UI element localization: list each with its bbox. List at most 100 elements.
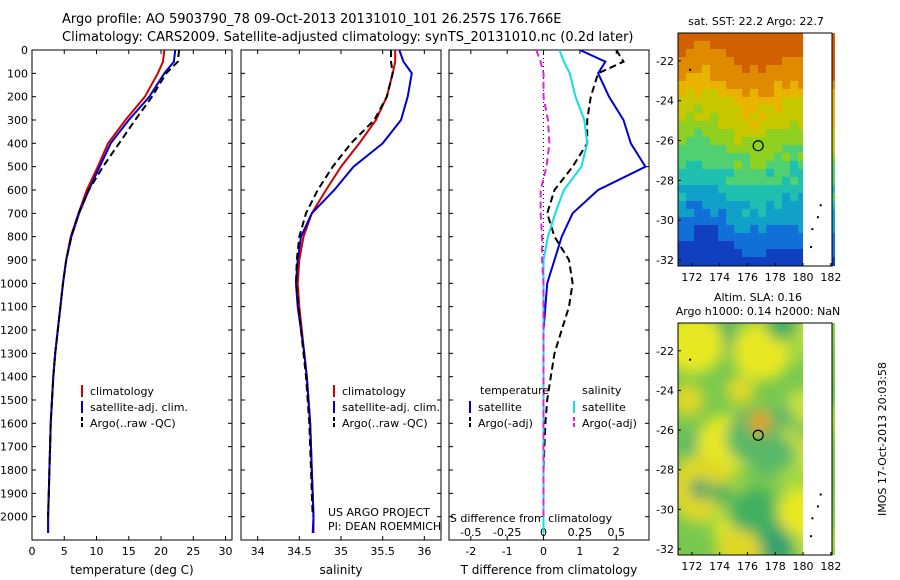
map-cell xyxy=(734,89,742,97)
y-tick-label: -24 xyxy=(656,384,674,397)
map-panel-sla-map: 172 174 176 178 180 182 -22 -24 -26 -28 -30 -32 xyxy=(656,322,841,573)
map-cell xyxy=(742,49,750,57)
map-cell xyxy=(678,185,686,193)
x-tick-label: 178 xyxy=(765,271,786,284)
map-cell xyxy=(686,241,694,249)
x-tick-label: 35 xyxy=(334,545,348,558)
map-cell xyxy=(678,81,686,89)
map-cell xyxy=(734,201,742,209)
map-cell xyxy=(790,185,798,193)
map-cell xyxy=(686,209,694,217)
y-tick-label: 1600 xyxy=(0,417,28,430)
map-cell xyxy=(702,65,710,73)
map-cell xyxy=(766,129,774,137)
map-cell xyxy=(766,233,774,241)
map-cell xyxy=(734,241,742,249)
map-blob xyxy=(725,375,755,405)
map-cell xyxy=(726,153,734,161)
map-cell xyxy=(774,193,782,201)
map-cell xyxy=(686,257,694,265)
x-tick-label: 174 xyxy=(709,271,730,284)
map-cell xyxy=(678,57,686,65)
map-cell xyxy=(758,65,766,73)
map-cell xyxy=(782,49,790,57)
sla-map-title: Altim. SLA: 0.16 xyxy=(714,291,802,304)
y-tick-label: 2000 xyxy=(0,511,28,524)
map-cell xyxy=(798,201,806,209)
map-cell xyxy=(734,153,742,161)
legend-label: satellite xyxy=(478,401,522,414)
map-cell xyxy=(734,145,742,153)
map-cell xyxy=(718,225,726,233)
map-cell xyxy=(758,81,766,89)
map-cell xyxy=(686,153,694,161)
map-cell xyxy=(686,193,694,201)
y-tick-label: -30 xyxy=(656,503,674,516)
map-cell xyxy=(702,209,710,217)
map-cell xyxy=(694,89,702,97)
map-cell xyxy=(790,57,798,65)
map-cell xyxy=(798,169,806,177)
map-cell xyxy=(758,49,766,57)
x-axis-label: salinity xyxy=(319,563,362,577)
map-cell xyxy=(774,145,782,153)
map-cell xyxy=(678,89,686,97)
y-tick-label: -26 xyxy=(656,135,674,148)
map-cell xyxy=(782,137,790,145)
map-cell xyxy=(790,41,798,49)
y-tick-label: -22 xyxy=(656,345,674,358)
map-cell xyxy=(694,225,702,233)
map-cell xyxy=(726,73,734,81)
map-cell xyxy=(686,201,694,209)
y-tick-label: -32 xyxy=(656,543,674,556)
map-cell xyxy=(734,57,742,65)
map-cell xyxy=(694,209,702,217)
map-cell xyxy=(710,177,718,185)
x-tick-label: 34.5 xyxy=(287,545,312,558)
map-cell xyxy=(726,89,734,97)
map-cell xyxy=(766,113,774,121)
map-cell xyxy=(678,169,686,177)
map-blob xyxy=(785,341,809,365)
map-cell xyxy=(686,81,694,89)
map-blob xyxy=(716,529,762,555)
map-cell xyxy=(734,137,742,145)
map-cell xyxy=(726,97,734,105)
map-cell xyxy=(710,217,718,225)
x-tick-label: 0 xyxy=(29,545,36,558)
map-cell xyxy=(742,121,750,129)
map-cell xyxy=(774,105,782,113)
map-cell xyxy=(694,177,702,185)
map-cell xyxy=(694,113,702,121)
island-dot xyxy=(811,517,814,520)
map-cell xyxy=(742,249,750,257)
map-cell xyxy=(758,193,766,201)
map-cell xyxy=(694,65,702,73)
map-cell xyxy=(790,153,798,161)
map-cell xyxy=(742,209,750,217)
map-cell xyxy=(678,49,686,57)
map-cell xyxy=(694,49,702,57)
map-cell xyxy=(726,185,734,193)
y-tick-label: -32 xyxy=(656,254,674,267)
map-frame xyxy=(677,32,833,267)
map-cell xyxy=(686,73,694,81)
map-cell xyxy=(726,121,734,129)
map-cell xyxy=(678,193,686,201)
y-tick-label: 600 xyxy=(7,184,28,197)
map-cell xyxy=(766,241,774,249)
map-panel-sst-map: 172 174 176 178 180 182 -22 -24 -26 -28 -30 -32 xyxy=(656,32,841,284)
map-cell xyxy=(718,49,726,57)
island-dot xyxy=(816,216,819,219)
map-cell xyxy=(726,169,734,177)
map-cell xyxy=(758,217,766,225)
map-cell xyxy=(758,201,766,209)
map-cell xyxy=(766,57,774,65)
x-tick-label: 172 xyxy=(681,560,702,573)
map-cell xyxy=(710,105,718,113)
map-cell xyxy=(798,121,806,129)
map-cell xyxy=(798,137,806,145)
map-cell xyxy=(710,185,718,193)
map-blob xyxy=(678,383,705,417)
series-line-argo-raw-qc- xyxy=(47,49,181,517)
